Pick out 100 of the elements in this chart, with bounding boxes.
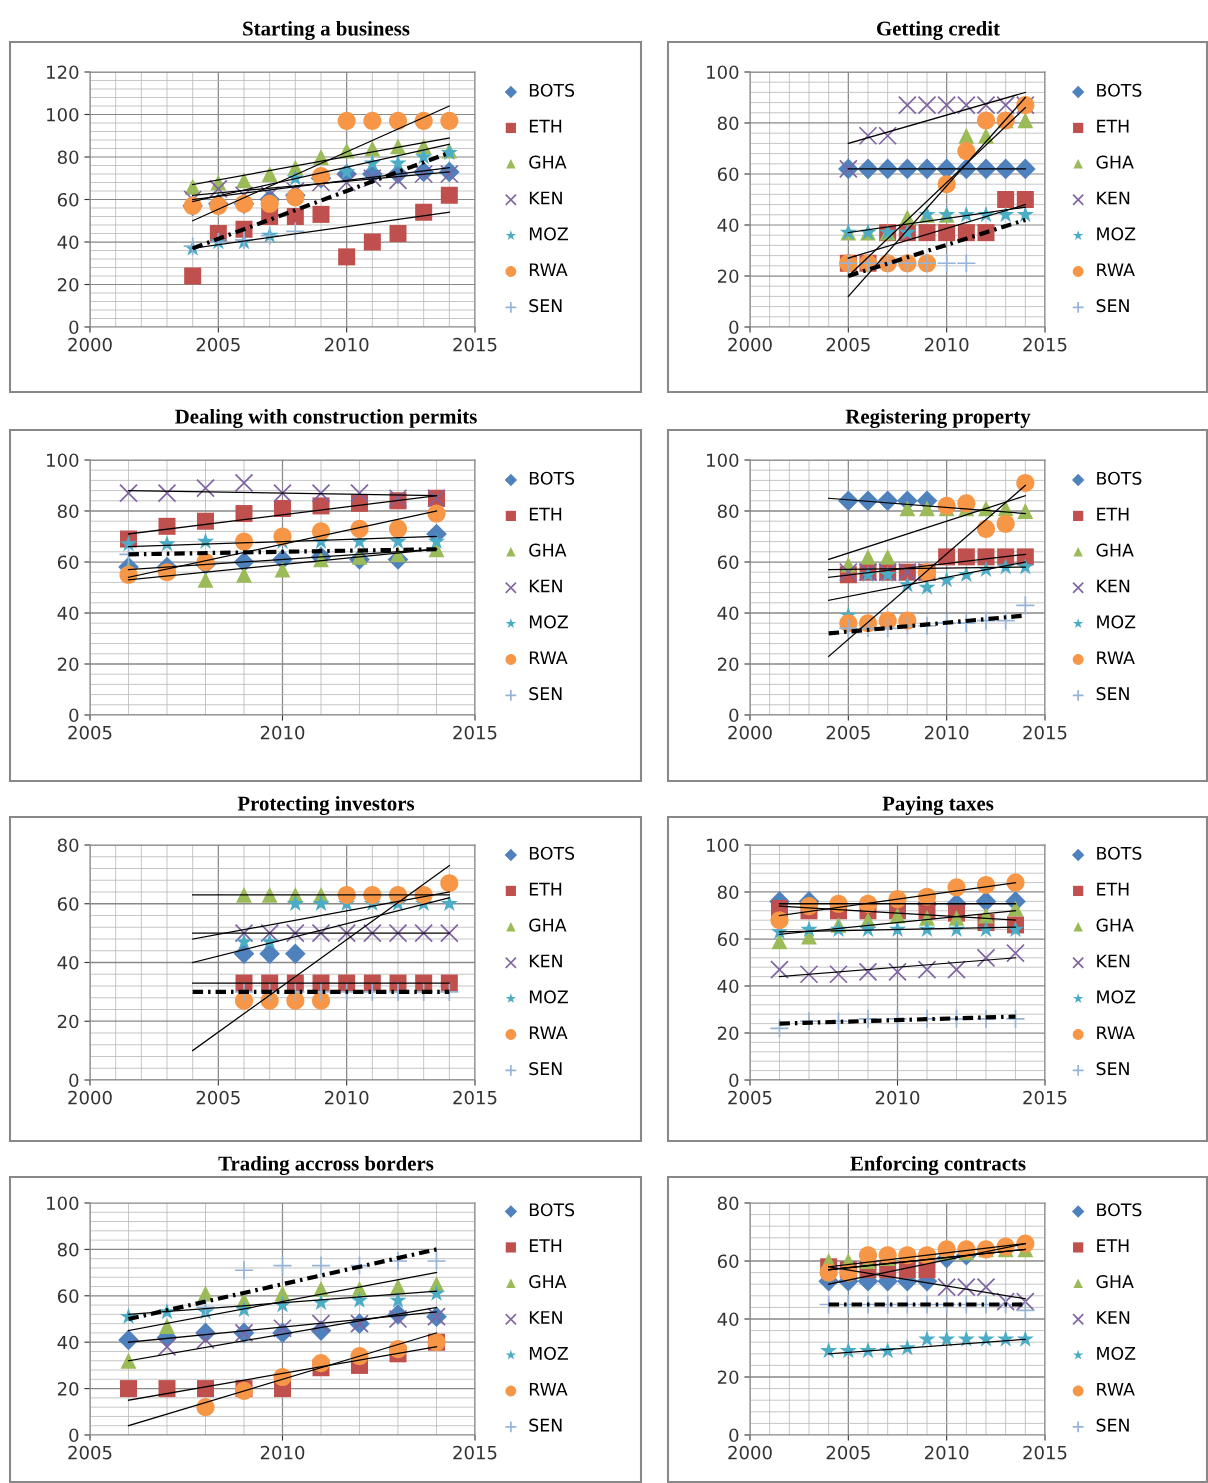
y-tick-label: 100 [707,838,739,853]
x-tick-label: 2015 [1023,337,1067,352]
y-tick-label: 40 [717,606,739,621]
y-tick-label: 0 [69,320,79,335]
legend-label: KEN [1097,579,1130,593]
chart-title: Dealing with construction permits [175,408,477,428]
y-tick-label: 0 [69,1428,79,1443]
x-tick-label: 2015 [1023,1090,1067,1105]
legend-label: KEN [1097,954,1130,968]
y-tick-label: 80 [57,1242,79,1257]
x-tick-label: 2000 [68,337,112,352]
legend-label: GHA [1096,1275,1134,1289]
x-tick-label: 2000 [728,1445,772,1460]
legend-label: MOZ [529,615,568,629]
legend-label: RWA [529,651,568,665]
legend-label: ETH [529,1239,562,1252]
y-tick-label: 60 [717,932,739,947]
legend-label: MOZ [529,1346,568,1360]
x-tick-label: 2005 [826,1445,870,1460]
y-tick-label: 0 [69,708,79,723]
y-tick-label: 80 [57,838,79,853]
legend-label: ETH [1097,1239,1129,1252]
legend-label: GHA [1096,155,1134,169]
legend-label: GHA [529,1275,567,1289]
y-tick-label: 20 [57,277,79,292]
y-tick-label: 20 [717,1026,739,1041]
y-tick-label: 60 [717,1254,739,1269]
legend-label: BOTS [529,1203,575,1217]
legend-label: SEN [1096,299,1129,313]
y-tick-label: 0 [729,320,739,335]
chart-title: Registering property [845,408,1031,428]
legend-label: KEN [1097,1311,1130,1324]
y-tick-label: 100 [47,1196,79,1211]
y-tick-label: 40 [717,1312,739,1327]
x-tick-label: 2000 [728,725,772,740]
legend-label: GHA [1096,543,1134,557]
legend-label: ETH [1097,882,1129,896]
y-tick-label: 0 [729,708,739,723]
y-tick-label: 60 [717,555,739,570]
y-tick-label: 100 [47,453,79,468]
x-tick-label: 2015 [1023,725,1067,740]
x-tick-label: 2005 [196,337,240,352]
legend-label: KEN [529,1311,562,1324]
x-tick-label: 2010 [260,725,305,740]
legend-label: SEN [1096,1062,1129,1076]
x-tick-label: 2005 [826,725,870,740]
chart-title: Paying taxes [882,795,994,815]
y-tick-label: 20 [717,657,739,672]
y-tick-label: 60 [57,1289,79,1303]
y-tick-label: 60 [57,897,79,911]
x-tick-label: 2010 [875,1090,920,1105]
y-tick-label: 0 [729,1428,739,1443]
y-tick-label: 60 [717,167,739,182]
y-tick-label: 60 [57,555,79,570]
legend-label: MOZ [1097,615,1136,629]
legend-label: RWA [1097,1382,1135,1396]
legend-label: SEN [529,687,562,701]
x-tick-label: 2015 [453,725,497,740]
chart-title: Trading accross borders [218,1155,434,1175]
legend-label: KEN [1097,191,1130,205]
y-tick-label: 0 [729,1073,739,1088]
x-tick-label: 2010 [925,337,969,352]
legend-label: BOTS [529,471,575,485]
legend-label: RWA [529,263,568,277]
legend-label: GHA [529,155,567,169]
chart-title: Enforcing contracts [850,1155,1026,1175]
y-tick-label: 80 [717,1196,739,1211]
legend-label: KEN [529,191,562,205]
legend-label: GHA [529,918,567,932]
legend-label: GHA [1096,918,1134,932]
x-tick-label: 2005 [68,1445,112,1460]
legend-label: ETH [1097,507,1129,521]
legend-label: BOTS [1097,1203,1142,1217]
legend-label: RWA [529,1382,568,1396]
y-tick-label: 120 [47,65,79,80]
chart-title: Protecting investors [237,795,415,815]
y-tick-label: 20 [717,269,739,284]
y-tick-label: 80 [717,116,739,131]
y-tick-label: 80 [57,504,79,519]
y-tick-label: 20 [57,657,79,672]
legend-label: BOTS [1097,846,1142,860]
y-tick-label: 40 [57,955,79,970]
y-tick-label: 40 [57,606,79,621]
x-tick-label: 2010 [925,1445,969,1460]
y-tick-label: 100 [707,65,739,80]
x-tick-label: 2015 [453,1090,497,1105]
y-tick-label: 20 [57,1382,79,1396]
y-tick-label: 20 [57,1014,79,1029]
x-tick-label: 2005 [68,725,112,740]
y-tick-label: 40 [57,1335,79,1350]
legend-label: MOZ [1097,1346,1136,1360]
chart-title: Starting a business [243,20,410,40]
y-tick-label: 80 [717,885,739,900]
legend-label: MOZ [1097,227,1136,241]
x-tick-label: 2010 [325,1090,369,1105]
y-tick-label: 0 [69,1073,79,1088]
legend-label: RWA [1097,1026,1135,1040]
legend-label: MOZ [529,227,568,241]
legend-label: GHA [529,543,567,557]
y-tick-label: 40 [717,218,739,233]
